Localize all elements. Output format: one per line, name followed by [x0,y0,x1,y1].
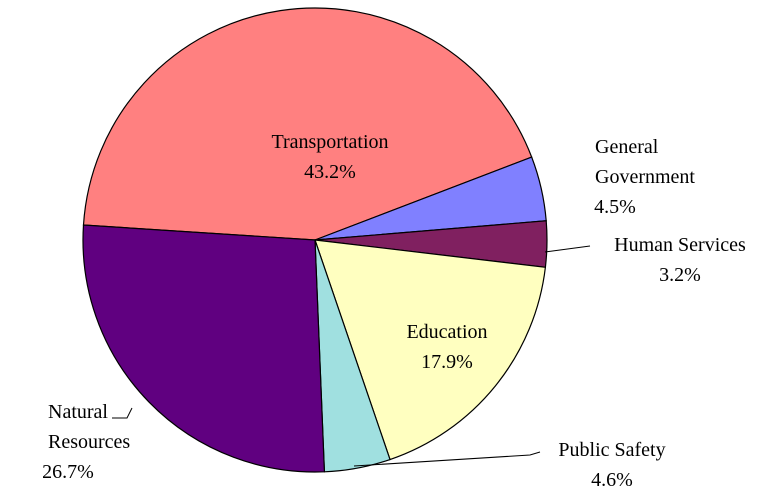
value-label: 3.2% [659,264,701,286]
category-label: Natural Resources [48,401,131,453]
slice-label: Public Safety 4.6% [522,435,702,495]
category-label: Human Services [614,234,746,256]
value-label: 4.6% [591,469,633,491]
pie-slice [82,224,326,473]
slices [82,7,548,473]
value-label: 4.5% [594,196,636,218]
leader-line [353,451,541,467]
value-label: 26.7% [42,461,94,483]
leader-line [544,245,591,253]
slice-label: Transportation 43.2% [230,127,430,187]
leader-line [112,407,133,419]
value-label: 43.2% [304,161,356,183]
slice-label: Education 17.9% [367,317,527,377]
category-label: Education [406,321,488,343]
slice-label: Natural Resources 26.7% [8,397,131,487]
pie-slice [82,7,533,241]
slice-label: General Government 4.5% [545,132,695,222]
slice-label: Human Services 3.2% [580,230,770,290]
category-label: Transportation [271,131,389,153]
value-label: 17.9% [421,351,473,373]
pie-slice [314,239,547,461]
category-label: Public Safety [558,439,666,461]
category-label: General Government [595,136,695,188]
